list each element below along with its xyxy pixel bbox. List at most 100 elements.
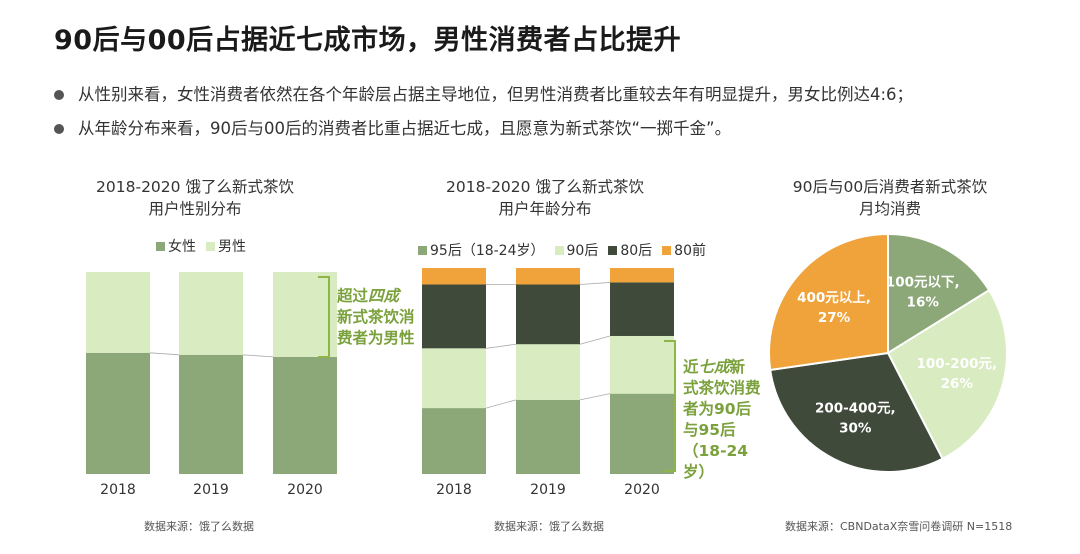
- legend-swatch-female: [156, 241, 165, 251]
- age-annotation: 近七成新 式茶饮消费 者为90后 与95后 （18-24 岁）: [683, 357, 761, 483]
- gender-connector-line: [242, 354, 274, 358]
- legend-label-80: 80后: [620, 243, 653, 259]
- legend-item-80: 80后: [608, 240, 652, 260]
- legend-swatch-95: [418, 245, 427, 255]
- age-bar-2018-series-3: [422, 268, 486, 285]
- age-connector-line: [485, 399, 517, 409]
- gender-chart-title: 2018-2020 饿了么新式茶饮 用户性别分布: [60, 176, 330, 220]
- age-annotation-rest: 新: [729, 358, 746, 376]
- pie-chart-source: 数据来源：CBNDataX奈雪问卷调研 N=1518: [785, 520, 1013, 533]
- gender-annotation-em: 四成: [368, 287, 400, 305]
- legend-swatch-80pre: [662, 245, 672, 255]
- pie-pct-2: 30%: [839, 420, 872, 436]
- age-bar-2019-series-2: [516, 284, 580, 345]
- legend-label-95: 95后（18-24岁）: [430, 243, 545, 259]
- gender-bar-2020-series-1: [273, 272, 337, 357]
- legend-label-female: 女性: [168, 239, 196, 255]
- gender-legend: 女性 男性: [156, 236, 256, 256]
- legend-item-male: 男性: [206, 236, 246, 256]
- pie-slice-3: [768, 232, 889, 372]
- gender-bar-2020-series-0: [273, 356, 337, 474]
- bullet-text: 从性别来看，女性消费者依然在各个年龄层占据主导地位，但男性消费者比重较去年有明显…: [78, 85, 914, 104]
- gender-x-tick-2018: 2018: [100, 482, 136, 498]
- age-chart-title-line2: 用户年龄分布: [498, 200, 592, 218]
- age-connector-line: [579, 393, 611, 401]
- gender-chart-title-line1: 2018-2020 饿了么新式茶饮: [96, 178, 294, 196]
- pie-label-0: 100元以下,: [886, 275, 960, 291]
- legend-item-95: 95后（18-24岁）: [418, 240, 545, 260]
- gender-annotation: 超过四成 新式茶饮消 费者为男性: [337, 286, 415, 349]
- gender-x-tick-2019: 2019: [193, 482, 229, 498]
- legend-swatch-90: [554, 245, 564, 255]
- age-connector-line: [579, 282, 611, 285]
- pie-slice-1: [886, 288, 1008, 461]
- legend-swatch-80: [608, 245, 618, 255]
- pie-chart-title-line1: 90后与00后消费者新式茶饮: [792, 178, 988, 196]
- gender-annotation-bracket: [318, 276, 330, 358]
- legend-item-female: 女性: [156, 236, 196, 256]
- age-bar-2019-series-3: [516, 268, 580, 285]
- pie-chart-title-line2: 月均消费: [858, 200, 921, 218]
- gender-connector-line: [149, 352, 180, 356]
- age-chart-title-line1: 2018-2020 饿了么新式茶饮: [446, 178, 644, 196]
- gender-bar-2018-series-0: [86, 352, 150, 474]
- age-annotation-pre: 近: [683, 358, 699, 376]
- gender-bar-2019-series-0: [179, 354, 243, 474]
- bullet-dot-icon: [54, 124, 64, 134]
- age-annotation-em: 七成: [698, 358, 730, 376]
- age-annotation-line6: 岁）: [683, 463, 715, 481]
- pie-label-3: 400元以上,: [797, 290, 871, 306]
- age-bar-2020-series-3: [610, 268, 674, 283]
- pie-pct-0: 16%: [907, 295, 940, 311]
- age-annotation-line2: 式茶饮消费: [683, 379, 761, 397]
- pie-label-1: 100-200元,: [917, 356, 998, 372]
- age-bar-2018-series-0: [422, 408, 486, 474]
- age-annotation-bracket: [664, 340, 676, 472]
- age-x-tick-2018: 2018: [436, 482, 472, 498]
- age-annotation-line1: 近七成新: [683, 357, 761, 378]
- age-bar-2020-series-2: [610, 282, 674, 336]
- age-annotation-line3: 者为90后: [683, 400, 752, 418]
- age-chart-title: 2018-2020 饿了么新式茶饮 用户年龄分布: [410, 176, 680, 220]
- bullet-text: 从年龄分布来看，90后与00后的消费者比重占据近七成，且愿意为新式茶饮“一掷千金…: [78, 119, 732, 138]
- age-bar-2018-series-2: [422, 284, 486, 349]
- age-bar-2019-series-0: [516, 399, 580, 474]
- age-x-tick-2019: 2019: [530, 482, 566, 498]
- pie-slice-0: [887, 232, 991, 355]
- age-annotation-line4: 与95后: [683, 421, 736, 439]
- age-bar-2019-series-1: [516, 344, 580, 400]
- legend-label-80pre: 80前: [674, 243, 706, 259]
- age-connector-line: [579, 335, 611, 345]
- pie-pct-1: 26%: [941, 376, 974, 392]
- gender-chart-title-line2: 用户性别分布: [148, 200, 242, 218]
- age-annotation-line5: （18-24: [683, 442, 749, 460]
- age-x-tick-2020: 2020: [624, 482, 660, 498]
- gender-annotation-line2: 新式茶饮消: [337, 308, 415, 326]
- pie-label-2: 200-400元,: [815, 400, 896, 416]
- age-bar-2020-series-1: [610, 335, 674, 394]
- bullet-dot-icon: [54, 90, 64, 100]
- age-connector-line: [485, 343, 517, 349]
- gender-annotation-line1: 超过四成: [337, 286, 415, 307]
- legend-label-90: 90后: [566, 243, 599, 259]
- gender-chart-source: 数据来源：饿了么数据: [144, 520, 254, 533]
- legend-label-male: 男性: [218, 239, 246, 255]
- gender-bar-2019-series-1: [179, 272, 243, 355]
- pie-pct-3: 27%: [818, 310, 851, 326]
- gender-bar-2018-series-1: [86, 272, 150, 353]
- legend-item-90: 90后: [554, 240, 599, 260]
- age-chart-source: 数据来源：饿了么数据: [494, 520, 604, 533]
- gender-annotation-line3: 费者为男性: [337, 329, 415, 347]
- page-title: 90后与00后占据近七成市场，男性消费者占比提升: [54, 25, 682, 56]
- bullet-list: 从性别来看，女性消费者依然在各个年龄层占据主导地位，但男性消费者比重较去年有明显…: [50, 78, 1075, 146]
- bullet-item: 从性别来看，女性消费者依然在各个年龄层占据主导地位，但男性消费者比重较去年有明显…: [50, 78, 1075, 112]
- legend-item-80pre: 80前: [662, 240, 706, 260]
- legend-swatch-male: [206, 241, 215, 251]
- bullet-item: 从年龄分布来看，90后与00后的消费者比重占据近七成，且愿意为新式茶饮“一掷千金…: [50, 112, 1075, 146]
- age-bar-2020-series-0: [610, 393, 674, 474]
- age-bar-2018-series-1: [422, 348, 486, 409]
- age-legend: 95后（18-24岁） 90后 80后 80前: [418, 240, 716, 260]
